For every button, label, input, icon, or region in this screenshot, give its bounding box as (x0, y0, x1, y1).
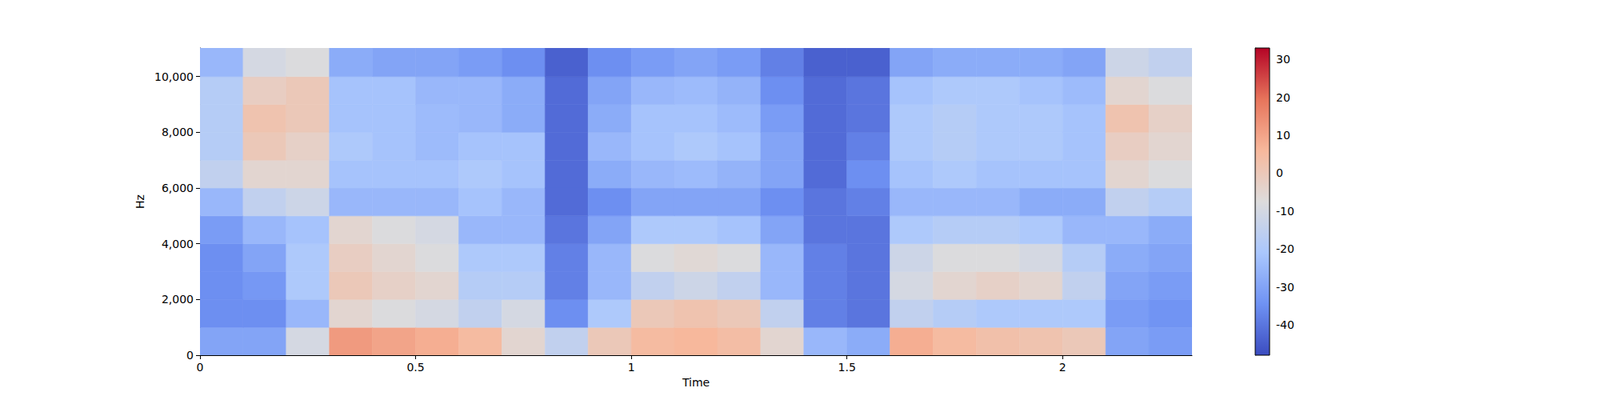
svg-text:6,000: 6,000 (161, 181, 194, 195)
svg-text:1: 1 (628, 360, 636, 374)
svg-text:Time: Time (681, 376, 710, 389)
svg-text:-40: -40 (1276, 318, 1295, 332)
svg-text:30: 30 (1276, 52, 1291, 66)
svg-text:Hz: Hz (133, 194, 147, 209)
svg-text:0: 0 (196, 360, 204, 374)
svg-text:20: 20 (1276, 91, 1291, 104)
svg-text:-20: -20 (1276, 242, 1295, 256)
svg-text:4,000: 4,000 (161, 237, 194, 251)
svg-text:8,000: 8,000 (161, 125, 194, 139)
svg-text:2,000: 2,000 (161, 292, 194, 306)
svg-text:0.5: 0.5 (406, 360, 424, 374)
svg-text:1.5: 1.5 (838, 360, 856, 374)
svg-text:2: 2 (1059, 360, 1067, 374)
svg-text:10,000: 10,000 (154, 70, 194, 84)
svg-text:0: 0 (186, 348, 194, 362)
svg-text:-30: -30 (1276, 280, 1295, 294)
svg-text:10: 10 (1276, 128, 1291, 142)
svg-text:0: 0 (1276, 166, 1284, 180)
svg-text:-10: -10 (1276, 204, 1295, 218)
